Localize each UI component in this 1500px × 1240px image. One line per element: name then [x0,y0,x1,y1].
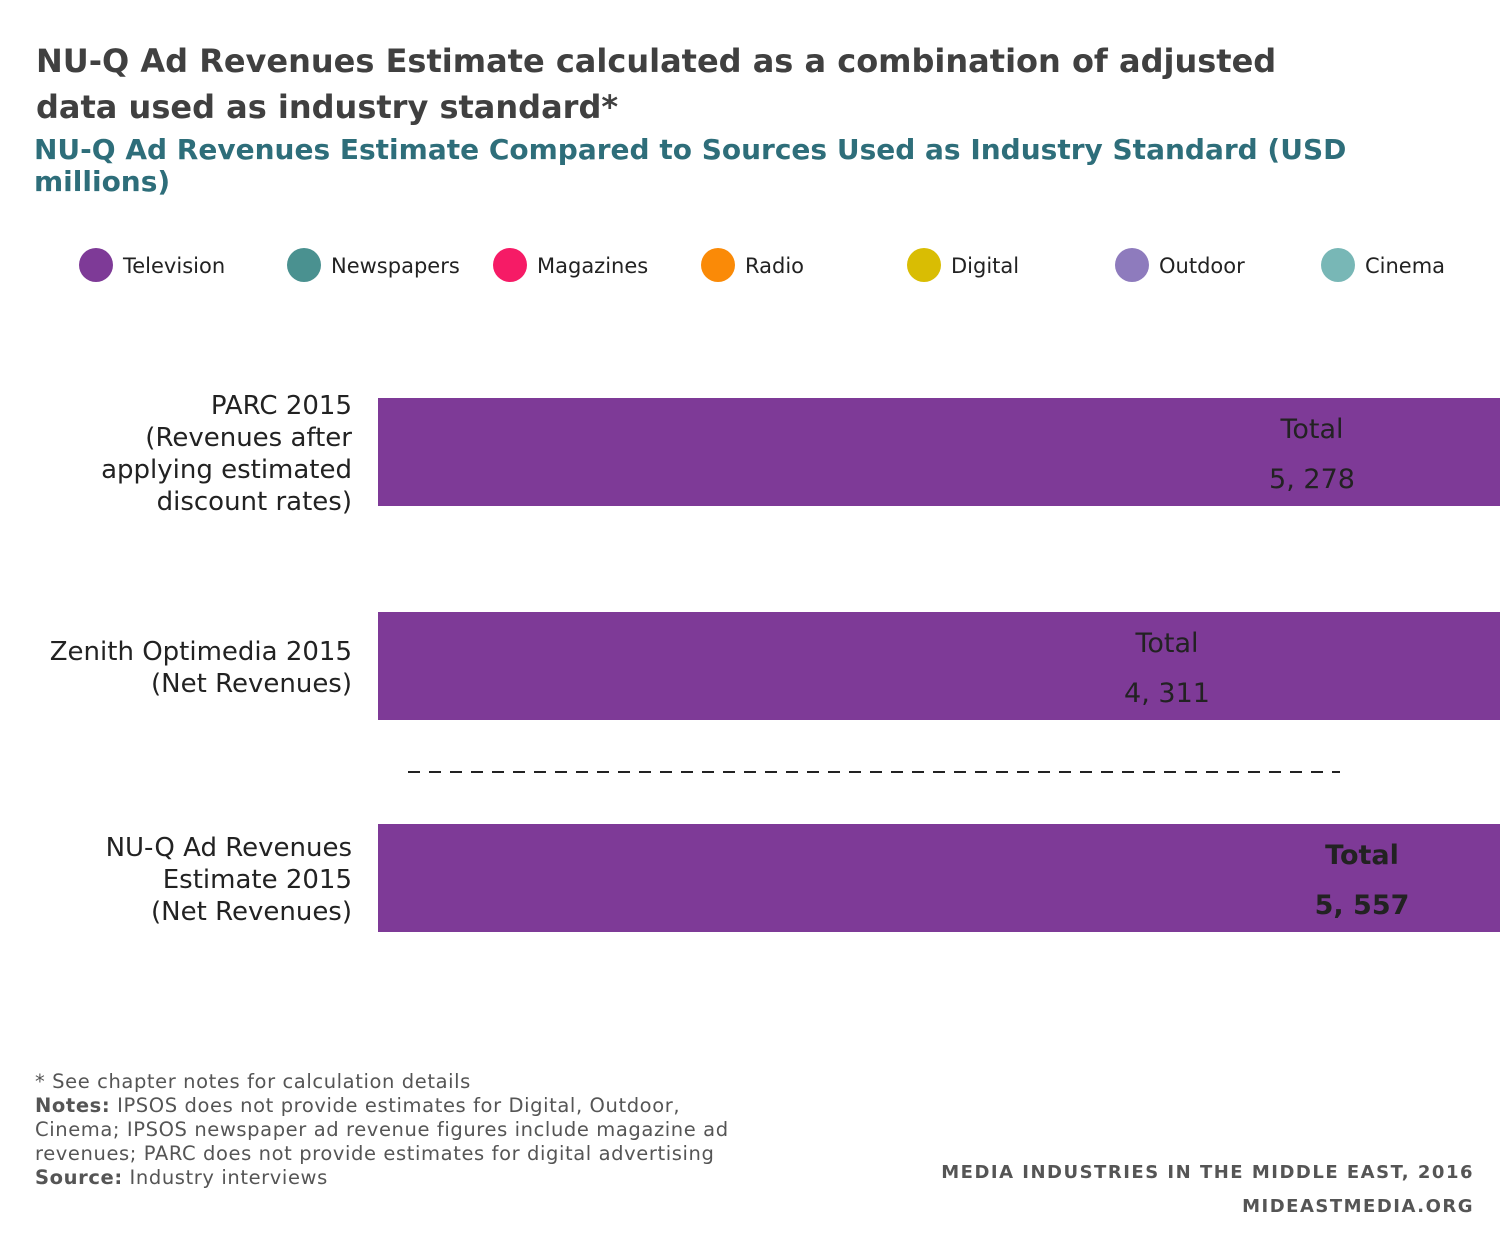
source-text: Industry interviews [129,1166,328,1189]
notes-text: IPSOS does not provide estimates for Dig… [35,1094,729,1165]
source-line: Source: Industry interviews [35,1166,755,1190]
legend-swatch-cinema [1321,248,1355,282]
legend-swatch-outdoor [1115,248,1149,282]
legend-swatch-newspapers [287,248,321,282]
total-label: Total [1279,414,1343,445]
bar-segment-television [378,398,1500,506]
category-label-line: PARC 2015 [211,391,352,421]
legend-label-television: Television [122,254,225,278]
notes-label: Notes: [35,1094,111,1117]
category-label-line: (Net Revenues) [151,897,352,927]
legend-label-newspapers: Newspapers [331,254,460,278]
bar-segment-television [378,824,1500,932]
legend-label-outdoor: Outdoor [1159,254,1245,278]
legend-label-digital: Digital [951,254,1019,278]
legend-label-radio: Radio [745,254,804,278]
notes-block: * See chapter notes for calculation deta… [35,1070,755,1190]
category-label-line: Zenith Optimedia 2015 [50,637,352,667]
source-label: Source: [35,1166,123,1189]
legend-swatch-radio [701,248,735,282]
category-label-line: Estimate 2015 [163,865,352,895]
total-value: 4, 311 [1124,678,1210,709]
category-label-line: (Revenues after [145,423,352,453]
category-label-line: NU-Q Ad Revenues [106,833,352,863]
footnote: * See chapter notes for calculation deta… [35,1070,471,1093]
total-value: 5, 557 [1315,890,1410,921]
credit-website: MIDEASTMEDIA.ORG [1242,1196,1474,1217]
credit-publication: MEDIA INDUSTRIES IN THE MIDDLE EAST, 201… [941,1162,1474,1183]
notes-paragraph: Notes: IPSOS does not provide estimates … [35,1094,755,1166]
total-value: 5, 278 [1269,464,1355,495]
category-label-line: (Net Revenues) [151,669,352,699]
category-label-line: discount rates) [157,487,352,517]
legend-swatch-television [79,248,113,282]
legend-label-cinema: Cinema [1365,254,1445,278]
stacked-bar-chart: Television Newspapers Magazines Radio Digita… [50,248,1500,932]
total-label: Total [1325,840,1399,871]
legend-label-magazines: Magazines [537,254,648,278]
bar-segment-television [378,612,1500,720]
legend-swatch-digital [907,248,941,282]
legend-swatch-magazines [493,248,527,282]
chart-subtitle: NU-Q Ad Revenues Estimate Compared to So… [34,133,1347,198]
total-label: Total [1134,628,1198,659]
category-label-line: applying estimated [101,455,352,485]
chart-title: NU-Q Ad Revenues Estimate calculated as … [36,42,1277,126]
